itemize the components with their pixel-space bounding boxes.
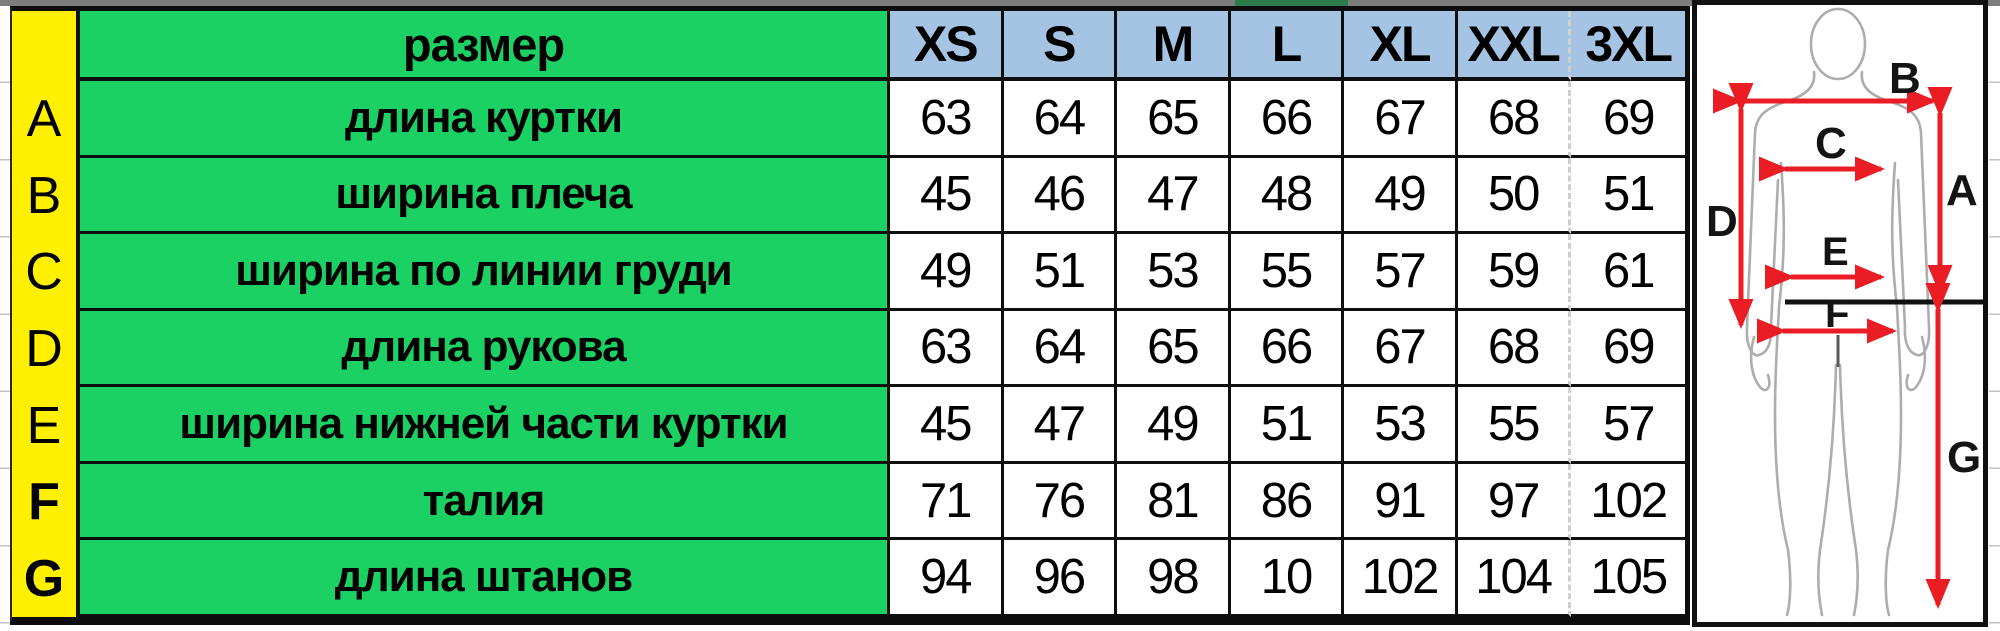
value-cell-D-XL[interactable]: 67 xyxy=(1344,310,1458,388)
row-letter-G[interactable]: G xyxy=(12,540,80,617)
left-gridline-strip xyxy=(0,6,10,627)
value-cell-A-XL[interactable]: 67 xyxy=(1344,81,1458,158)
value-cell-D-XXL[interactable]: 68 xyxy=(1457,310,1572,388)
right-gridline-strip xyxy=(1989,6,2000,627)
value-cell-E-S[interactable]: 47 xyxy=(1003,387,1118,464)
top-strip-green-segment xyxy=(1235,0,1348,6)
value-cell-G-L[interactable]: 10 xyxy=(1230,540,1345,617)
size-column-header-L[interactable]: L xyxy=(1230,11,1345,81)
value-cell-G-3XL[interactable]: 105 xyxy=(1571,540,1685,617)
figure-label-B: B xyxy=(1889,54,1921,103)
value-cell-B-M[interactable]: 47 xyxy=(1117,157,1231,235)
value-cell-F-L[interactable]: 86 xyxy=(1230,463,1345,541)
value-cell-A-S[interactable]: 64 xyxy=(1003,81,1118,158)
value-cell-D-S[interactable]: 64 xyxy=(1003,310,1118,388)
value-cell-F-M[interactable]: 81 xyxy=(1117,463,1231,541)
value-cell-G-XL[interactable]: 102 xyxy=(1344,540,1458,617)
row-letter-A[interactable]: A xyxy=(12,81,80,158)
value-cell-D-L[interactable]: 66 xyxy=(1230,310,1345,388)
value-cell-B-S[interactable]: 46 xyxy=(1003,157,1118,235)
figure-label-E: E xyxy=(1822,230,1849,274)
row-label-D[interactable]: длина рукова xyxy=(80,310,890,388)
value-cell-D-3XL[interactable]: 69 xyxy=(1571,310,1685,388)
size-column-header-XXL[interactable]: XXL xyxy=(1457,11,1572,81)
row-letter-D[interactable]: D xyxy=(12,310,80,388)
value-cell-A-L[interactable]: 66 xyxy=(1230,81,1345,158)
size-column-header-XS[interactable]: XS xyxy=(890,11,1004,81)
top-gridline-strip xyxy=(0,0,2000,6)
size-column-header-XL[interactable]: XL xyxy=(1344,11,1458,81)
body-measurement-diagram: B A C D E F G xyxy=(1706,7,1983,617)
value-cell-A-3XL[interactable]: 69 xyxy=(1571,81,1685,158)
value-cell-C-XL[interactable]: 57 xyxy=(1344,234,1458,311)
value-cell-F-XXL[interactable]: 97 xyxy=(1457,463,1572,541)
value-cell-E-XXL[interactable]: 55 xyxy=(1457,387,1572,464)
value-cell-E-M[interactable]: 49 xyxy=(1117,387,1231,464)
value-cell-B-L[interactable]: 48 xyxy=(1230,157,1345,235)
value-cell-B-XS[interactable]: 45 xyxy=(890,157,1004,235)
corner-cell[interactable] xyxy=(12,11,80,81)
row-label-C[interactable]: ширина по линии груди xyxy=(80,234,890,311)
value-cell-B-XL[interactable]: 49 xyxy=(1344,157,1458,235)
value-cell-C-XS[interactable]: 49 xyxy=(890,234,1004,311)
value-cell-A-XXL[interactable]: 68 xyxy=(1457,81,1572,158)
figure-label-C: C xyxy=(1815,119,1847,168)
row-letter-F[interactable]: F xyxy=(12,463,80,541)
size-column-header-3XL[interactable]: 3XL xyxy=(1571,11,1685,81)
row-letter-B[interactable]: B xyxy=(12,157,80,235)
value-cell-G-XS[interactable]: 94 xyxy=(890,540,1004,617)
value-cell-F-XS[interactable]: 71 xyxy=(890,463,1004,541)
value-cell-A-M[interactable]: 65 xyxy=(1117,81,1231,158)
value-cell-F-3XL[interactable]: 102 xyxy=(1571,463,1685,541)
row-label-A[interactable]: длина куртки xyxy=(80,81,890,158)
value-cell-B-3XL[interactable]: 51 xyxy=(1571,157,1685,235)
row-letter-E[interactable]: E xyxy=(12,387,80,464)
row-label-E[interactable]: ширина нижней части куртки xyxy=(80,387,890,464)
value-cell-D-M[interactable]: 65 xyxy=(1117,310,1231,388)
figure-label-D: D xyxy=(1706,197,1738,246)
value-cell-E-L[interactable]: 51 xyxy=(1230,387,1345,464)
size-column-header-M[interactable]: M xyxy=(1117,11,1231,81)
value-cell-F-XL[interactable]: 91 xyxy=(1344,463,1458,541)
value-cell-C-L[interactable]: 55 xyxy=(1230,234,1345,311)
value-cell-E-3XL[interactable]: 57 xyxy=(1571,387,1685,464)
row-letter-C[interactable]: C xyxy=(12,234,80,311)
value-cell-B-XXL[interactable]: 50 xyxy=(1457,157,1572,235)
value-cell-C-S[interactable]: 51 xyxy=(1003,234,1118,311)
value-cell-G-S[interactable]: 96 xyxy=(1003,540,1118,617)
value-cell-A-XS[interactable]: 63 xyxy=(890,81,1004,158)
value-cell-E-XS[interactable]: 45 xyxy=(890,387,1004,464)
figure-label-G: G xyxy=(1947,433,1981,482)
size-column-header-S[interactable]: S xyxy=(1003,11,1118,81)
size-header-label[interactable]: размер xyxy=(80,11,890,81)
value-cell-F-S[interactable]: 76 xyxy=(1003,463,1118,541)
value-cell-C-M[interactable]: 53 xyxy=(1117,234,1231,311)
value-cell-G-M[interactable]: 98 xyxy=(1117,540,1231,617)
row-label-G[interactable]: длина штанов xyxy=(80,540,890,617)
value-cell-C-3XL[interactable]: 61 xyxy=(1571,234,1685,311)
value-cell-C-XXL[interactable]: 59 xyxy=(1457,234,1572,311)
measurement-figure-panel: B A C D E F G xyxy=(1692,0,1988,627)
figure-label-F: F xyxy=(1825,292,1849,336)
value-cell-E-XL[interactable]: 53 xyxy=(1344,387,1458,464)
figure-label-A: A xyxy=(1946,166,1978,215)
value-cell-G-XXL[interactable]: 104 xyxy=(1457,540,1572,617)
value-cell-D-XS[interactable]: 63 xyxy=(890,310,1004,388)
row-label-B[interactable]: ширина плеча xyxy=(80,157,890,235)
row-label-F[interactable]: талия xyxy=(80,463,890,541)
